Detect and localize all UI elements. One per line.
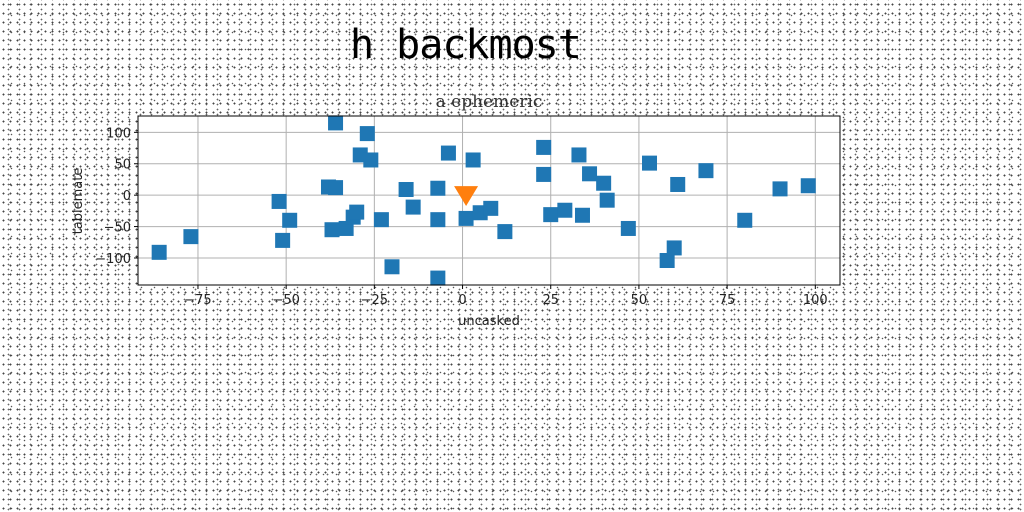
plot-area	[138, 116, 840, 285]
scatter-point	[483, 200, 499, 216]
x-tick-label: 75	[719, 293, 736, 308]
scatter-point	[430, 212, 446, 228]
x-tick-label: 100	[803, 293, 828, 308]
scatter-point	[659, 252, 675, 268]
scatter-point	[275, 232, 291, 248]
y-tick-label: 50	[114, 158, 131, 173]
scatter-point	[398, 182, 414, 198]
scatter-point	[151, 244, 167, 260]
scatter-point	[666, 240, 682, 256]
x-tick-label: −50	[272, 293, 299, 308]
scatter-point	[543, 207, 559, 223]
scatter-point	[328, 180, 344, 196]
scatter-point	[574, 207, 590, 223]
scatter-point	[430, 270, 446, 286]
scatter-point	[373, 212, 389, 228]
scatter-point	[599, 192, 615, 208]
x-tick-label: 50	[631, 293, 648, 308]
scatter-point	[271, 193, 287, 209]
scatter-point	[430, 180, 446, 196]
scatter-point	[405, 199, 421, 215]
scatter-point	[571, 147, 587, 163]
scatter-points	[151, 115, 816, 286]
scatter-point	[497, 224, 513, 240]
plot-frame	[137, 115, 841, 286]
scatter-point	[596, 175, 612, 191]
scatter-point	[670, 176, 686, 192]
scatter-point	[363, 152, 379, 168]
scatter-point	[324, 222, 340, 238]
scatter-point	[384, 259, 400, 275]
scatter-point	[359, 126, 375, 142]
scatter-point	[620, 220, 636, 236]
scatter-point	[582, 166, 598, 182]
scatter-point	[536, 166, 552, 182]
scatter-point	[737, 212, 753, 228]
scatter-point	[465, 152, 481, 168]
page-title: h backmost	[350, 22, 582, 68]
scatter-point	[440, 145, 456, 161]
y-tick-label: 100	[106, 126, 131, 141]
highlight-point	[454, 186, 479, 206]
scatter-point	[349, 204, 365, 220]
x-axis-label: uncasked	[458, 314, 520, 329]
scatter-point	[800, 178, 816, 194]
scatter-point	[282, 212, 298, 228]
chart-title: a ephemeric	[436, 92, 543, 112]
x-tick-label: 25	[542, 293, 559, 308]
scatter-point	[698, 163, 714, 179]
x-tick-label: −75	[184, 293, 211, 308]
scatter-point	[557, 202, 573, 218]
y-tick-label: −100	[95, 252, 131, 267]
y-tick-label: −50	[104, 221, 131, 236]
axis-ticks: −75 −50 −25 0 25 50 75 100 −100 −50 0 50 100	[95, 126, 827, 308]
x-tick-label: −25	[361, 293, 388, 308]
grid	[138, 116, 840, 285]
y-axis-label: tablemate	[71, 168, 86, 235]
scatter-point	[338, 220, 354, 236]
x-tick-label: 0	[458, 293, 466, 308]
scatter-point	[536, 139, 552, 155]
scatter-point	[328, 115, 344, 131]
scatter-point	[772, 181, 788, 197]
scatter-point	[183, 229, 199, 245]
y-tick-label: 0	[123, 189, 131, 204]
scatter-point	[642, 155, 658, 171]
scatter-point	[458, 210, 474, 226]
